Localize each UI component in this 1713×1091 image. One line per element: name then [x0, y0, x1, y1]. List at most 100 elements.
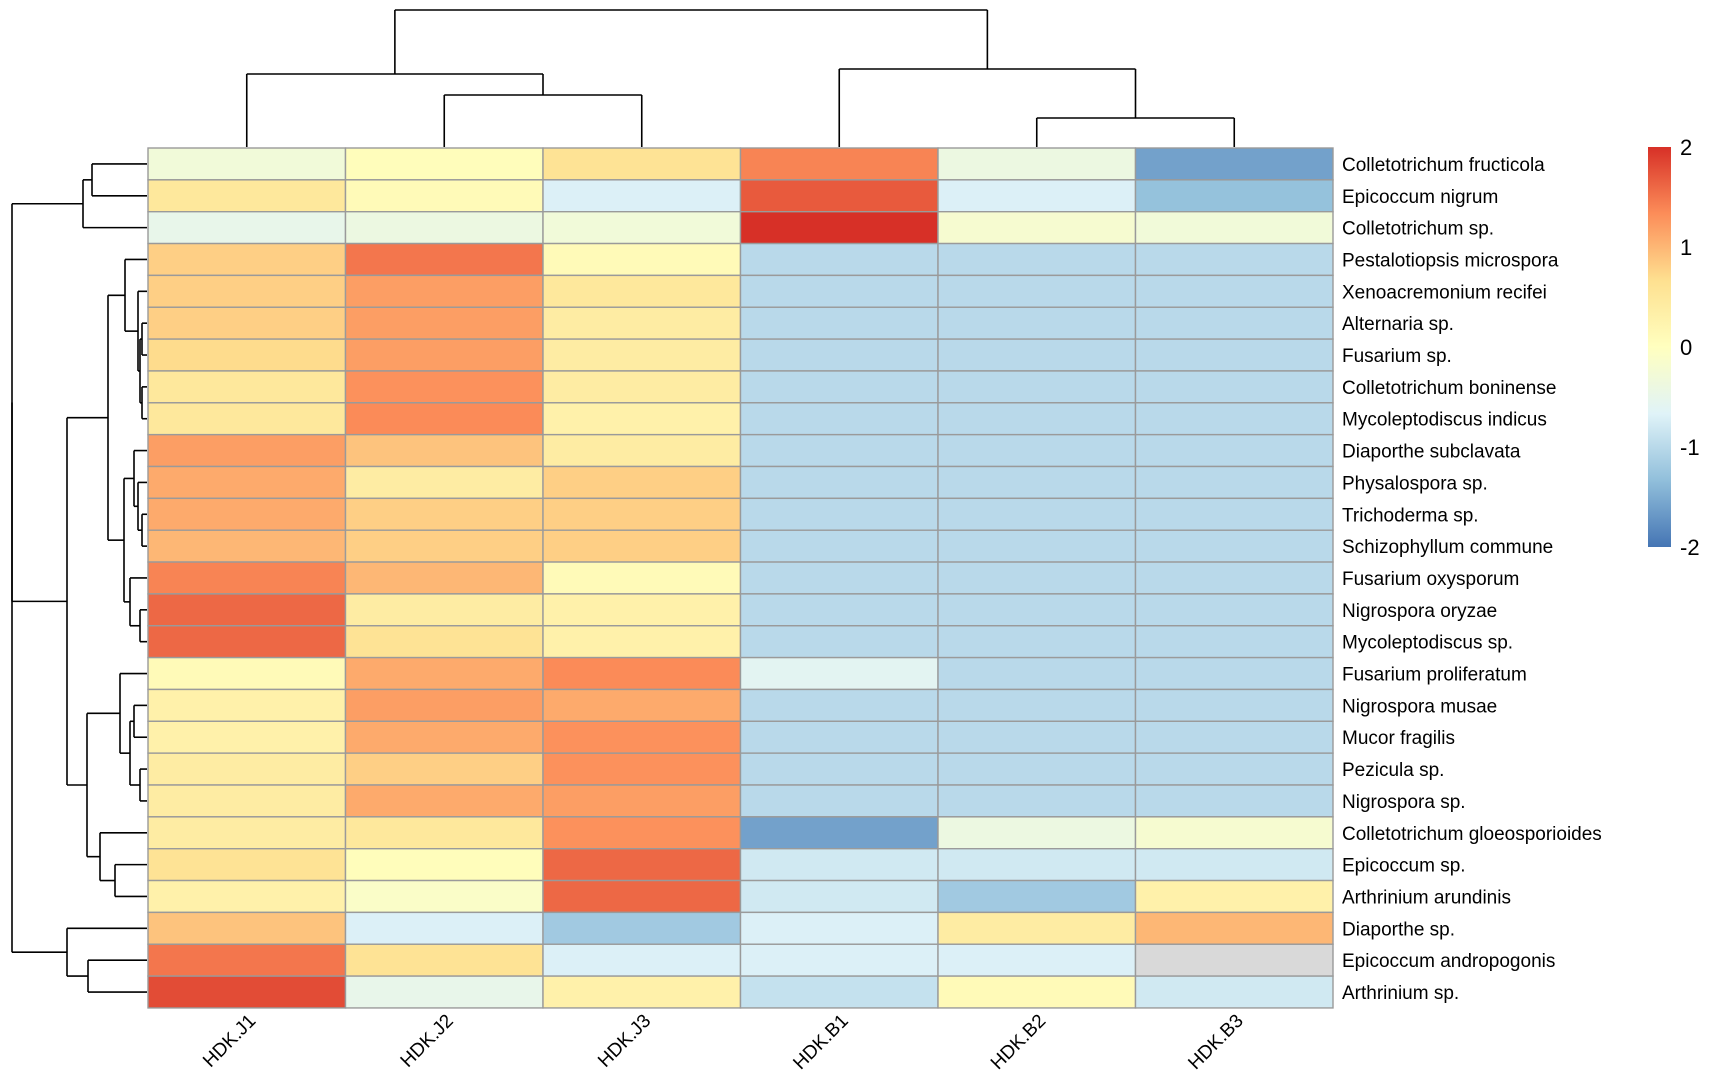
heatmap-cell — [542, 147, 742, 181]
heatmap-cell — [739, 879, 939, 914]
row-label: Mycoleptodiscus indicus — [1342, 410, 1547, 431]
heatmap-cell — [937, 593, 1137, 627]
heatmap-cell — [344, 943, 544, 977]
heatmap-cell — [147, 752, 347, 786]
heatmap-cell — [1134, 943, 1334, 977]
column-label: HDK.B2 — [987, 1011, 1050, 1074]
heatmap-cell — [1134, 402, 1334, 436]
heatmap-cell — [1134, 911, 1334, 945]
heatmap-cell — [937, 816, 1137, 850]
heatmap-cell — [1134, 433, 1334, 468]
heatmap-cell — [739, 943, 939, 977]
heatmap-cell — [739, 529, 939, 563]
heatmap-cell — [739, 433, 939, 468]
heatmap-cell — [1134, 975, 1334, 1009]
heatmap-cell — [739, 752, 939, 786]
legend-tick-label: -2 — [1680, 535, 1700, 560]
heatmap-cell — [739, 975, 939, 1009]
row-label: Arthrinium arundinis — [1342, 887, 1511, 908]
heatmap-cell — [344, 433, 544, 468]
heatmap-cell — [739, 656, 939, 691]
heatmap-cell — [542, 274, 742, 308]
heatmap-cell — [937, 370, 1137, 404]
heatmap-cell — [1134, 816, 1334, 850]
heatmap-cell — [344, 625, 544, 659]
heatmap-cell — [739, 338, 939, 372]
heatmap-cell — [1134, 274, 1334, 308]
heatmap-cell — [147, 784, 347, 818]
heatmap-cell — [344, 338, 544, 372]
heatmap-cell — [1134, 593, 1334, 627]
row-label: Nigrospora sp. — [1342, 792, 1466, 813]
heatmap-cell — [147, 179, 347, 213]
heatmap-cells — [147, 147, 1334, 1009]
heatmap-cell — [1134, 656, 1334, 691]
heatmap-cell — [147, 593, 347, 627]
heatmap-cell — [1134, 147, 1334, 181]
row-label: Mucor fragilis — [1342, 728, 1455, 749]
heatmap-cell — [1134, 370, 1334, 404]
heatmap-cell — [344, 529, 544, 563]
heatmap-cell — [739, 688, 939, 723]
heatmap-cell — [937, 752, 1137, 786]
heatmap-cell — [147, 625, 347, 659]
heatmap-cell — [542, 752, 742, 786]
heatmap-cell — [147, 242, 347, 277]
heatmap-cell — [147, 529, 347, 563]
heatmap-cell — [147, 497, 347, 531]
heatmap-cell — [147, 274, 347, 308]
row-label: Pestalotiopsis microspora — [1342, 250, 1559, 271]
heatmap-cell — [542, 242, 742, 277]
heatmap-cell — [937, 943, 1137, 977]
heatmap-cell — [542, 656, 742, 691]
heatmap-cell — [739, 179, 939, 213]
row-label: Fusarium proliferatum — [1342, 665, 1527, 686]
heatmap-cell — [1134, 625, 1334, 659]
heatmap-cell — [1134, 242, 1334, 277]
legend-ticks: 2 1 0 -1 -2 — [1680, 135, 1700, 560]
heatmap-cell — [739, 720, 939, 754]
row-label: Epicoccum nigrum — [1342, 187, 1498, 208]
heatmap-cell — [937, 688, 1137, 723]
heatmap-cell — [344, 242, 544, 277]
heatmap-cell — [1134, 688, 1334, 723]
heatmap-cell — [1134, 848, 1334, 882]
column-labels: HDK.J1 HDK.J2 HDK.J3 HDK.B1 HDK.B2 HDK.B3 — [199, 1011, 1248, 1074]
heatmap-cell — [937, 625, 1137, 659]
heatmap-cell — [542, 306, 742, 340]
heatmap-cell — [147, 911, 347, 945]
row-label: Epicoccum andropogonis — [1342, 951, 1555, 972]
heatmap-cell — [147, 720, 347, 754]
row-label: Epicoccum sp. — [1342, 856, 1466, 877]
heatmap-cell — [937, 210, 1137, 245]
heatmap-cell — [147, 656, 347, 691]
heatmap-cell — [542, 720, 742, 754]
heatmap-cell — [739, 784, 939, 818]
heatmap-cell — [542, 625, 742, 659]
heatmap-cell — [147, 561, 347, 595]
row-label: Colletotrichum fructicola — [1342, 155, 1545, 176]
heatmap-cell — [542, 210, 742, 245]
row-label: Mycoleptodiscus sp. — [1342, 633, 1513, 654]
heatmap-cell — [937, 306, 1137, 340]
row-label: Fusarium sp. — [1342, 346, 1452, 367]
column-label: HDK.B1 — [789, 1011, 852, 1074]
heatmap-cell — [344, 370, 544, 404]
heatmap-cell — [147, 879, 347, 914]
legend-tick-label: 1 — [1680, 235, 1692, 260]
heatmap-cell — [344, 816, 544, 850]
heatmap-cell — [147, 210, 347, 245]
heatmap-cell — [739, 210, 939, 245]
heatmap-cell — [739, 242, 939, 277]
row-dendrogram — [11, 163, 147, 993]
heatmap-cell — [1134, 210, 1334, 245]
heatmap-cell — [344, 210, 544, 245]
legend-tick-label: -1 — [1680, 435, 1700, 460]
heatmap-cell — [344, 720, 544, 754]
heatmap-cell — [542, 465, 742, 500]
column-label: HDK.J1 — [199, 1011, 260, 1072]
heatmap-cell — [344, 179, 544, 213]
heatmap-cell — [147, 816, 347, 850]
heatmap-cell — [147, 147, 347, 181]
heatmap-cell — [344, 402, 544, 436]
